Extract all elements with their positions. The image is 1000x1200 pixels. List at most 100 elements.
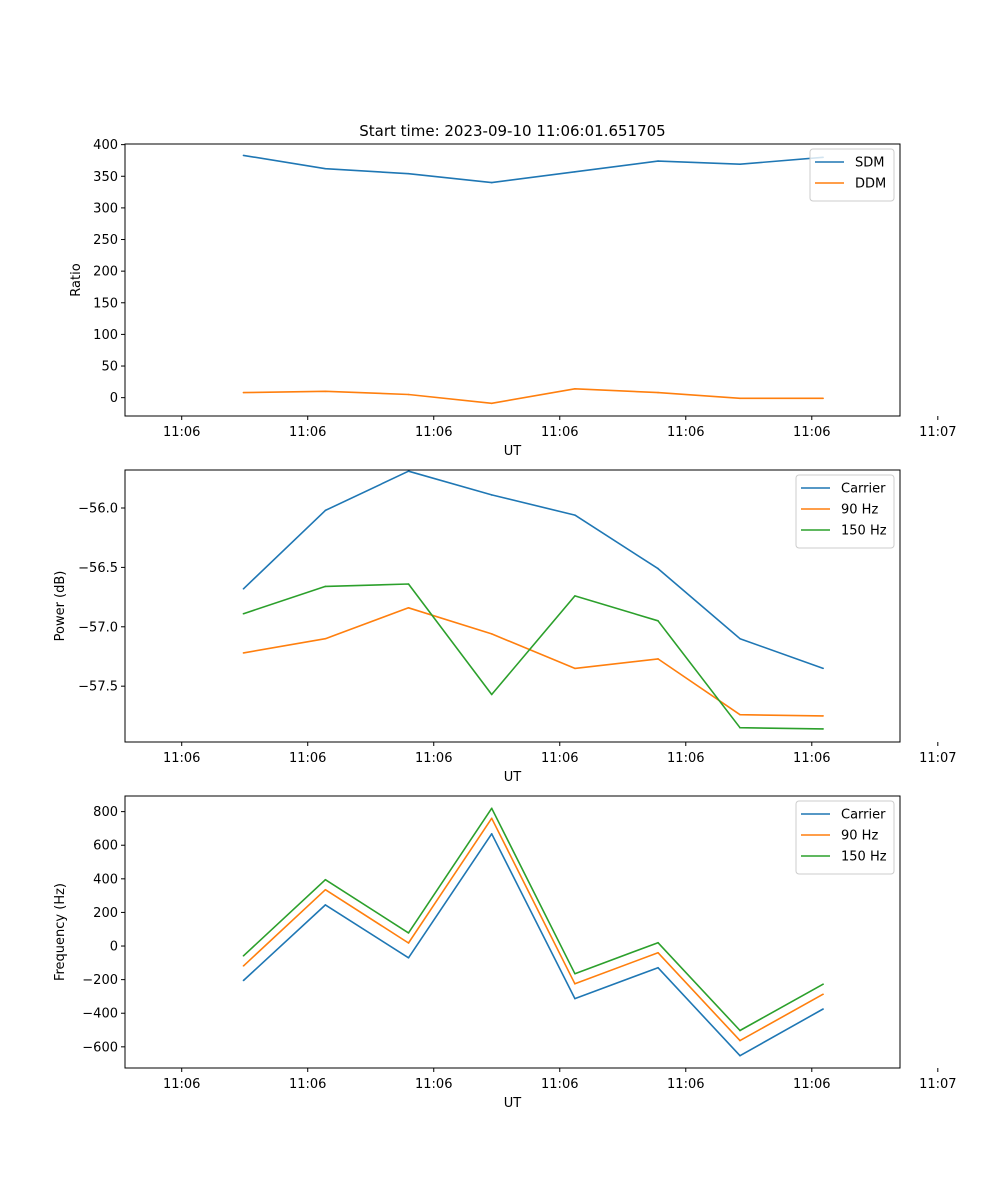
x-tick-label: 11:07: [919, 425, 956, 440]
data-point: [324, 637, 327, 640]
data-point: [242, 587, 245, 590]
x-axis-label: UT: [504, 444, 522, 459]
x-tick-label: 11:06: [289, 425, 326, 440]
data-point: [490, 494, 493, 496]
y-tick-label: −57.0: [78, 620, 118, 635]
y-tick-label: 400: [93, 138, 118, 153]
series-line-150-hz: [243, 583, 824, 730]
legend-label: Carrier: [841, 482, 886, 497]
legend-label: 90 Hz: [841, 829, 878, 844]
data-point: [407, 932, 410, 934]
data-point: [242, 652, 245, 654]
data-point: [242, 154, 245, 157]
data-point: [242, 612, 245, 615]
data-point: [657, 966, 659, 969]
x-tick-label: 11:06: [793, 751, 830, 766]
legend-label: 90 Hz: [841, 503, 878, 518]
data-point: [739, 1029, 741, 1032]
data-point: [574, 514, 576, 516]
legend: Carrier 90 Hz 150 Hz: [795, 474, 895, 549]
series-line-sdm: [243, 154, 824, 184]
data-point: [822, 1008, 824, 1010]
legend-label: 150 Hz: [841, 524, 887, 539]
chart-title: Start time: 2023-09-10 11:06:01.651705: [359, 122, 665, 140]
legend-label: SDM: [855, 156, 884, 171]
data-point: [739, 1054, 741, 1057]
x-tick-label: 11:06: [793, 1077, 830, 1092]
y-tick-label: 50: [101, 360, 118, 375]
data-point: [574, 972, 576, 975]
y-tick-label: −200: [82, 973, 118, 988]
y-tick-label: −600: [82, 1040, 118, 1055]
data-point: [739, 1039, 741, 1042]
x-tick-label: 11:06: [541, 425, 578, 440]
y-tick-label: −56.0: [78, 502, 118, 517]
series-line-150-hz: [242, 807, 824, 1032]
data-point: [407, 470, 410, 472]
series-line-ddm: [243, 387, 824, 405]
data-point: [242, 979, 245, 982]
legend-label: 150 Hz: [841, 850, 887, 865]
data-point: [657, 620, 659, 622]
y-tick-label: −57.5: [78, 680, 118, 695]
data-point: [407, 583, 410, 585]
y-tick-label: 400: [93, 872, 118, 887]
x-tick-label: 11:06: [667, 425, 704, 440]
x-tick-label: 11:06: [415, 1077, 452, 1092]
y-tick-label: 100: [93, 328, 118, 343]
data-point: [407, 393, 410, 396]
y-tick-label: 150: [93, 296, 118, 311]
data-point: [822, 993, 824, 996]
plot-frame: [124, 795, 901, 1069]
plot-frame: [124, 143, 901, 417]
data-point: [657, 951, 659, 954]
x-tick-label: 11:06: [415, 425, 452, 440]
y-tick-label: −400: [82, 1007, 118, 1022]
y-axis-label: Frequency (Hz): [53, 883, 68, 981]
data-point: [739, 713, 741, 716]
data-point: [490, 807, 493, 810]
data-point: [324, 904, 327, 906]
x-tick-label: 11:06: [163, 751, 200, 766]
data-point: [490, 817, 493, 820]
data-point: [407, 956, 410, 959]
data-point: [657, 160, 659, 162]
x-tick-label: 11:06: [541, 751, 578, 766]
plot-frame: [124, 469, 901, 743]
data-point: [739, 726, 741, 729]
legend-label: DDM: [855, 177, 886, 192]
data-point: [407, 942, 410, 944]
x-axis-label: UT: [504, 1096, 522, 1111]
data-point: [574, 997, 576, 1000]
y-tick-label: −56.5: [78, 561, 118, 576]
data-point: [657, 391, 659, 394]
data-point: [324, 878, 327, 881]
data-point: [324, 585, 327, 588]
y-tick-label: 200: [93, 265, 118, 280]
series-line-90-hz: [242, 817, 824, 1042]
data-point: [242, 391, 245, 394]
chart-panel-2: 11:06 11:06 11:06 11:06 11:06 11:06 11:07 −57.5…: [53, 469, 957, 785]
data-point: [324, 509, 327, 512]
data-point: [407, 172, 410, 175]
data-point: [574, 983, 576, 985]
data-point: [324, 390, 327, 393]
chart-panel-1: 11:06 11:06 11:06 11:06 11:06 11:06 11:07 0 50 10…: [69, 138, 957, 459]
data-point: [739, 397, 741, 400]
data-point: [324, 888, 327, 891]
data-point: [574, 388, 576, 390]
x-tick-label: 11:06: [667, 1077, 704, 1092]
x-tick-label: 11:07: [919, 1077, 956, 1092]
data-point: [657, 658, 659, 660]
legend-label: Carrier: [841, 808, 886, 823]
x-tick-label: 11:06: [793, 425, 830, 440]
charts: 11:06 11:06 11:06 11:06 11:06 11:06 11:07 0 50 10…: [53, 138, 957, 1111]
data-point: [490, 402, 493, 405]
y-tick-label: 800: [93, 805, 118, 820]
data-point: [324, 167, 327, 170]
data-point: [822, 715, 824, 717]
y-tick-label: 0: [110, 391, 118, 406]
data-point: [574, 595, 576, 597]
data-point: [242, 965, 245, 967]
